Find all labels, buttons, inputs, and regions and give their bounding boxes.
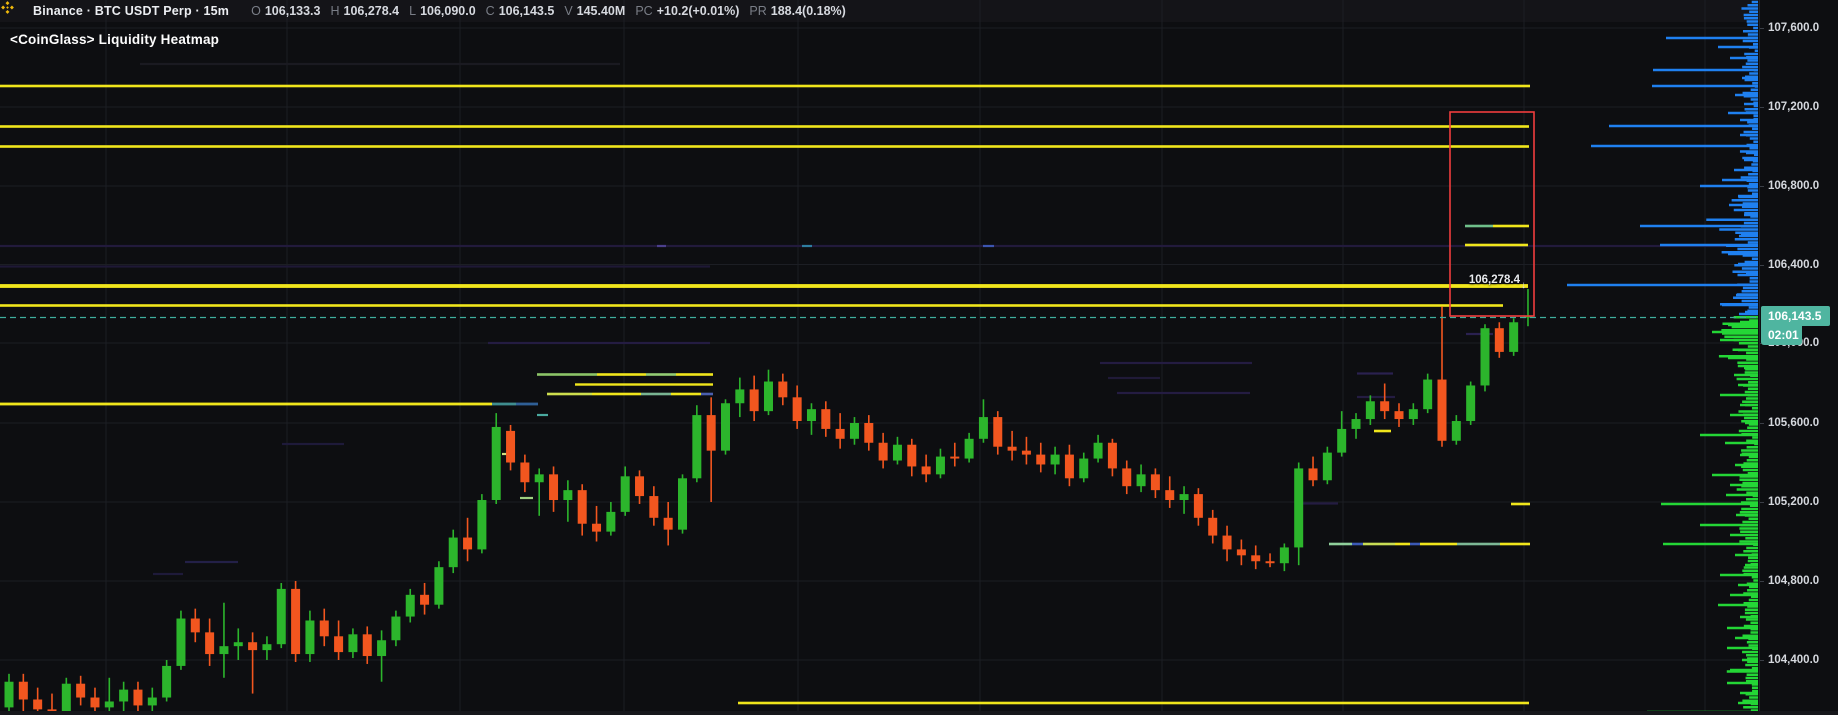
coinglass-watermark: <CoinGlass> Liquidity Heatmap bbox=[10, 32, 220, 47]
ohlc-field-pc: PC +10.2(+0.01%) bbox=[635, 4, 740, 18]
liquidity-lines bbox=[0, 84, 1530, 705]
ohlc-readout: O 106,133.3 H 106,278.4 L 106,090.0 C 106,143.5… bbox=[251, 4, 856, 18]
ohlc-field-v: V 145.40M bbox=[564, 4, 626, 18]
price-axis-label: 104,800.0 bbox=[1759, 575, 1820, 587]
time-axis-strip[interactable] bbox=[0, 711, 1838, 715]
last-price-badge[interactable]: 106,143.5 02:01 bbox=[1761, 306, 1830, 345]
depth-histogram bbox=[1567, 0, 1758, 715]
price-axis-label: 105,600.0 bbox=[1759, 417, 1820, 429]
ohlc-field-pr: PR 188.4(0.18%) bbox=[749, 4, 846, 18]
heatmap-rows bbox=[0, 62, 1758, 576]
ohlc-field-o: O 106,133.3 bbox=[251, 4, 321, 18]
bar-high-price-label: 106,278.4 bbox=[1468, 274, 1520, 286]
ohlc-field-h: H 106,278.4 bbox=[330, 4, 400, 18]
symbol-info-bar: Binance · BTC USDT Perp · 15m O 106,133.3… bbox=[0, 0, 1760, 22]
price-axis-label: 106,800.0 bbox=[1759, 180, 1820, 192]
red-rectangle-drawing[interactable] bbox=[1449, 111, 1535, 317]
bar-countdown: 02:01 bbox=[1761, 326, 1802, 345]
candles bbox=[4, 289, 1533, 715]
price-axis-label: 104,400.0 bbox=[1759, 654, 1820, 666]
price-axis-label: 107,200.0 bbox=[1759, 101, 1820, 113]
symbol-title[interactable]: Binance · BTC USDT Perp · 15m bbox=[33, 4, 230, 18]
price-axis-label: 105,200.0 bbox=[1759, 496, 1820, 508]
last-price-value: 106,143.5 bbox=[1761, 306, 1830, 326]
price-axis-label: 107,600.0 bbox=[1759, 22, 1820, 34]
header-band bbox=[0, 0, 1759, 22]
high-marker-arrow-icon: ↓ bbox=[1521, 280, 1526, 291]
price-axis-label: 106,400.0 bbox=[1759, 258, 1820, 271]
ohlc-field-c: C 106,143.5 bbox=[485, 4, 555, 18]
ohlc-field-l: L 106,090.0 bbox=[409, 4, 476, 18]
binance-logo-icon bbox=[1, 1, 25, 19]
price-axis[interactable]: 107,600.0 107,200.0 106,800.0 106,400.0 106,… bbox=[1759, 0, 1838, 715]
gridlines bbox=[0, 0, 1758, 715]
